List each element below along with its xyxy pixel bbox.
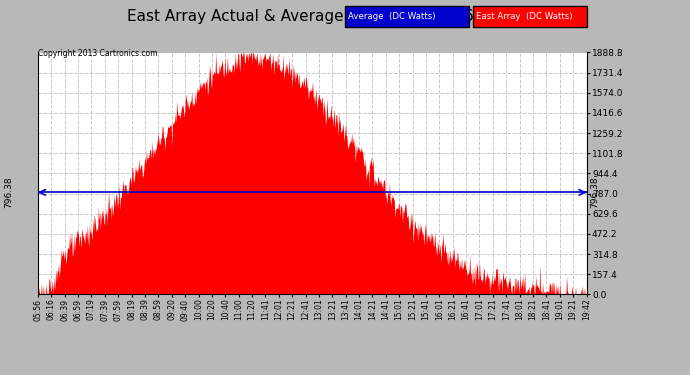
Text: East Array  (DC Watts): East Array (DC Watts) [476,12,573,21]
Text: Average  (DC Watts): Average (DC Watts) [348,12,436,21]
Text: 796.38: 796.38 [3,177,13,208]
Text: 796.38: 796.38 [590,177,600,208]
Text: East Array Actual & Average Power Fri Apr 26 19:46: East Array Actual & Average Power Fri Ap… [126,9,522,24]
Text: Copyright 2013 Cartronics.com: Copyright 2013 Cartronics.com [38,49,157,58]
